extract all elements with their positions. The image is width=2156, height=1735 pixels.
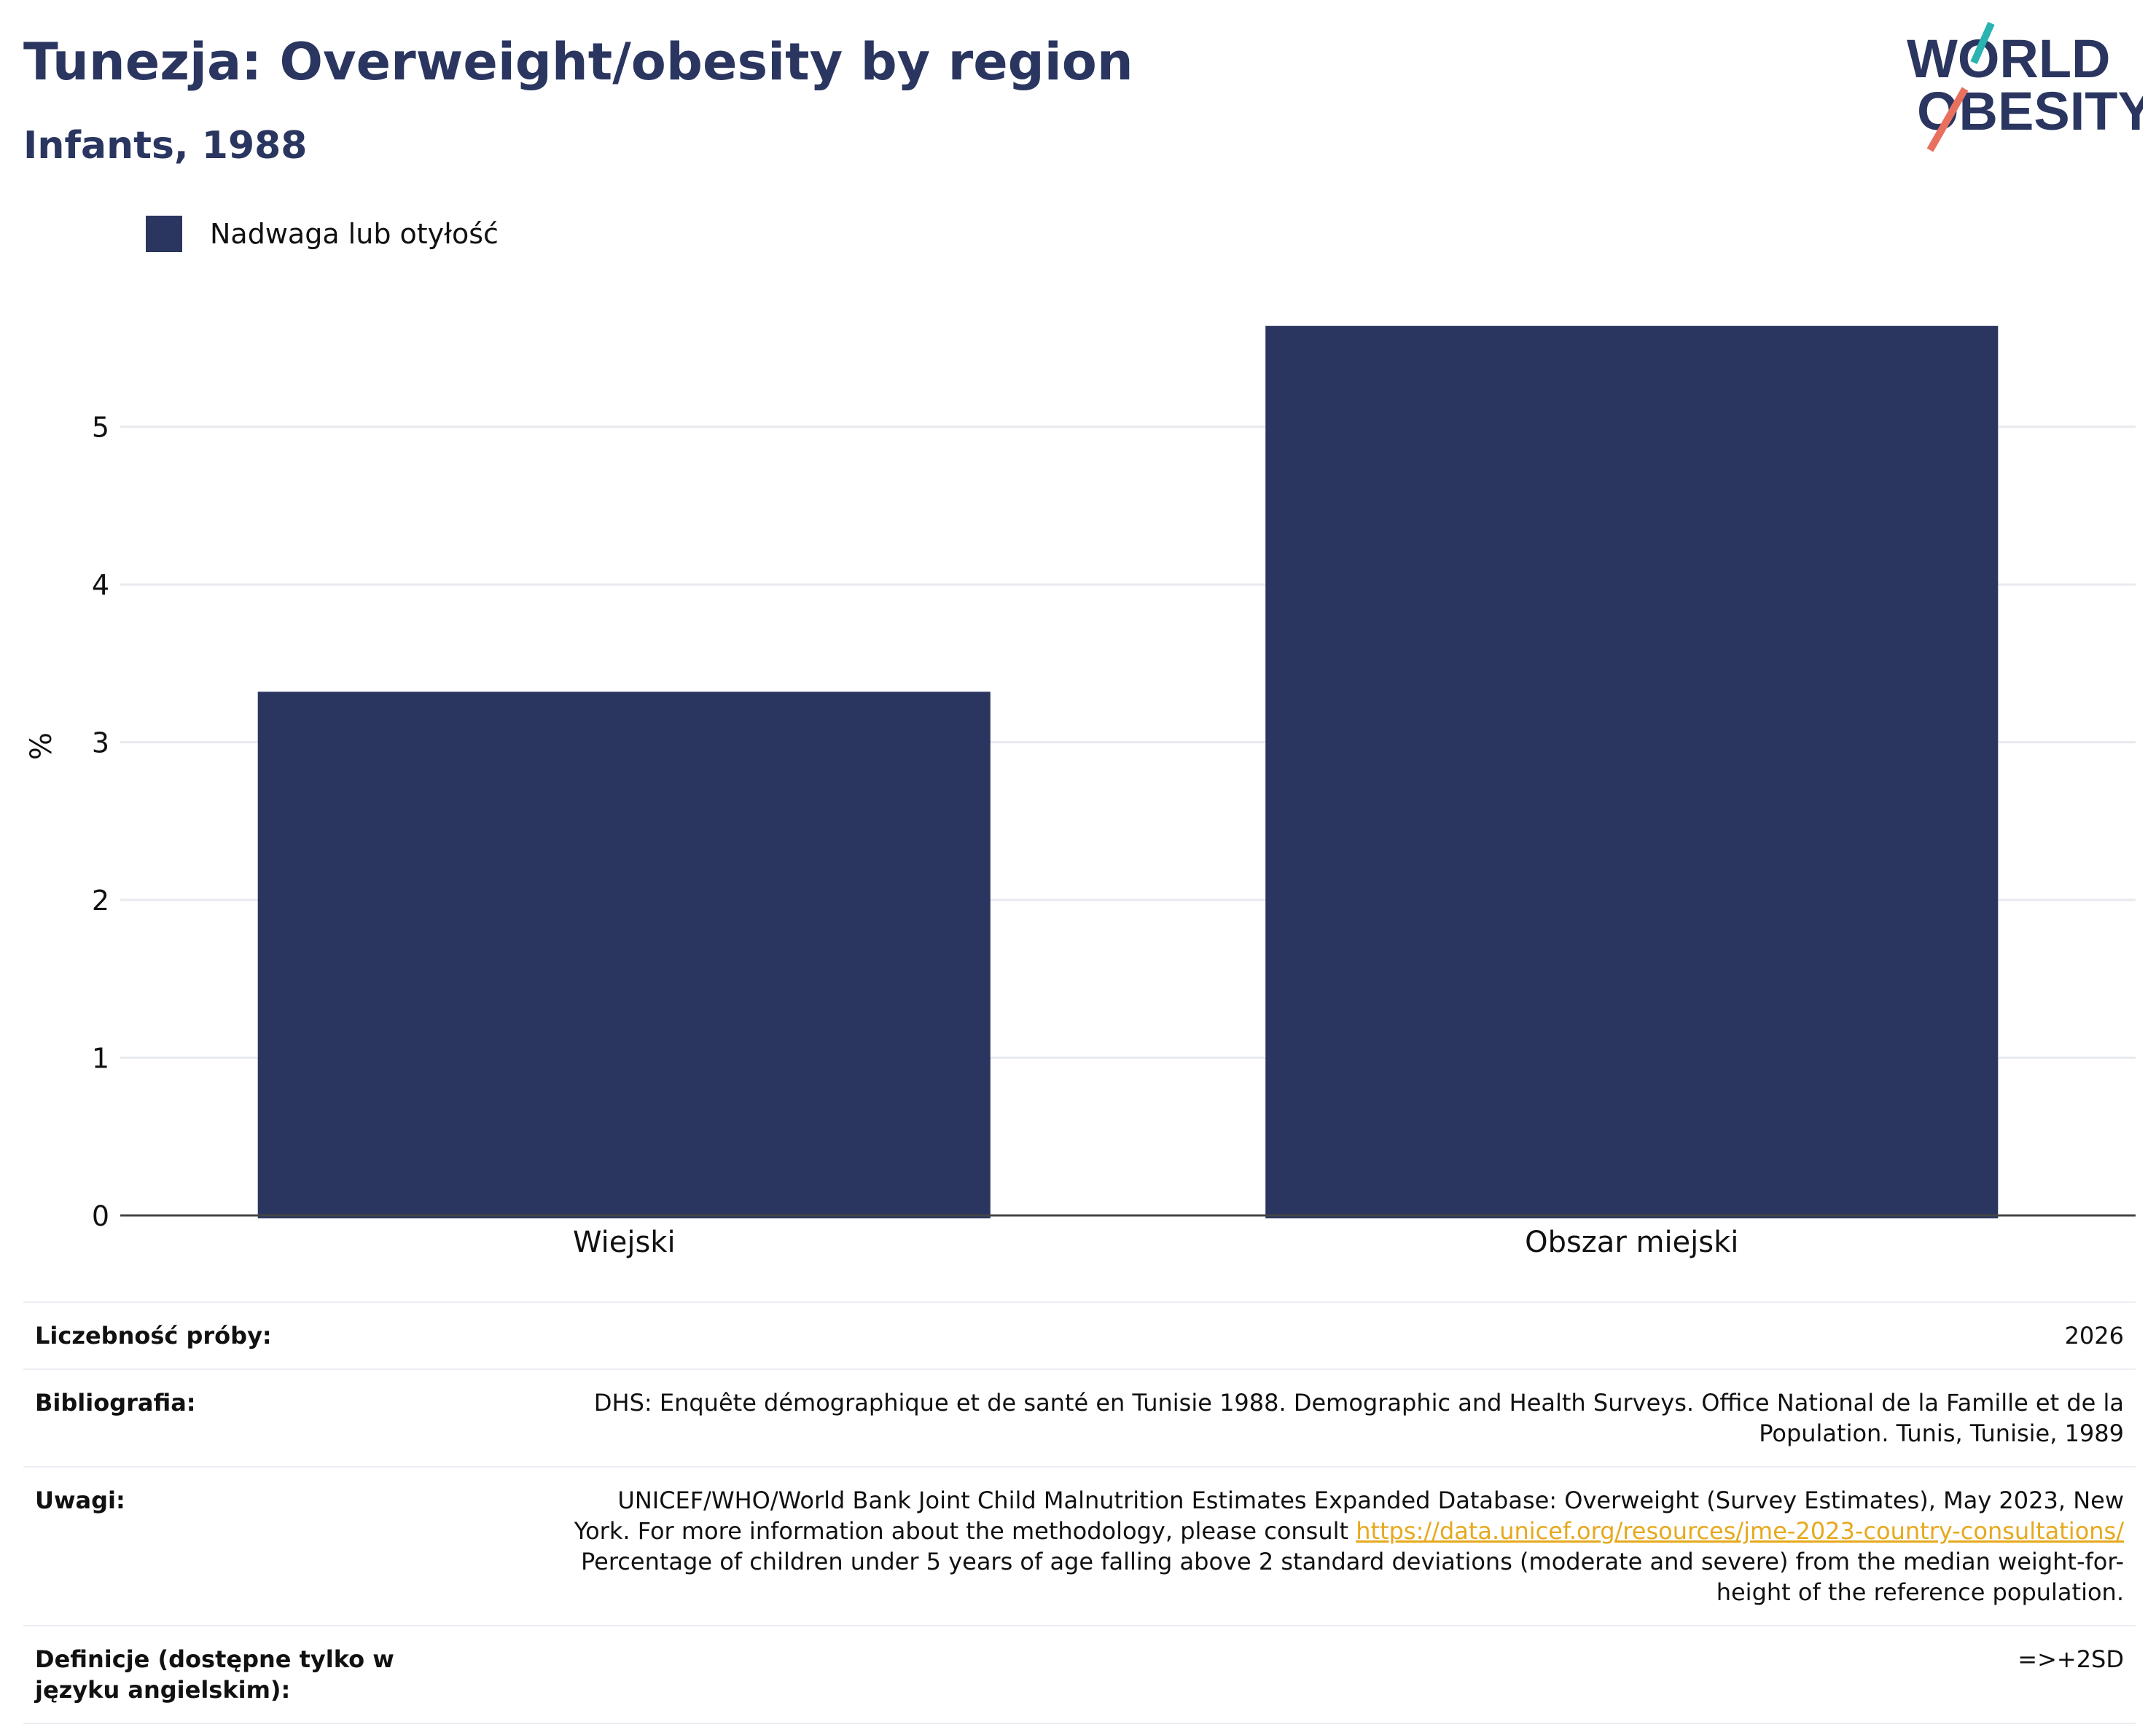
y-tick-label: 1 [92,1043,109,1075]
notes-value: UNICEF/WHO/World Bank Joint Child Malnut… [557,1485,2124,1607]
definitions-value: =>+2SD [2018,1645,2124,1673]
chart-title: Tunezja: Overweight/obesity by region [23,32,1133,92]
y-tick-label: 2 [92,885,109,917]
y-tick-label: 3 [92,727,109,759]
world-obesity-logo: WORLD OBESITY [1907,22,2143,152]
notes-link[interactable]: https://data.unicef.org/resources/jme-20… [1356,1517,2124,1545]
chart-subtitle: Infants, 1988 [23,124,308,168]
logo-teal-slash [1970,22,1995,65]
bibliography-label: Bibliografia: [35,1389,196,1417]
bar[interactable] [257,692,991,1218]
notes-label: Uwagi: [35,1487,125,1514]
legend-label: Nadwaga lub otyłość [210,218,499,250]
logo-line1: WORLD [1907,28,2111,89]
x-tick-label: Wiejski [573,1226,676,1259]
bar-chart: 0 1 2 3 4 5 Wiejski Obszar miejski% [25,326,2136,1259]
legend-swatch [146,216,182,252]
legend: Nadwaga lub otyłość [146,215,499,253]
x-tick-label: Obszar miejski [1525,1226,1738,1259]
bibliography-value: DHS: Enquête démographique et de santé e… [593,1389,2124,1447]
sample-size-label: Liczebność próby: [35,1322,272,1350]
info-row-bibliography: Bibliografia: DHS: Enquête démographique… [23,1370,2136,1468]
bar[interactable] [1265,326,1999,1218]
y-axis-label: % [25,732,58,760]
info-table: Liczebność próby: 2026 Bibliografia: DHS… [23,1301,2136,1724]
notes-text-1: UNICEF/WHO/World Bank Joint Child Malnut… [574,1487,2124,1545]
y-tick-label: 0 [92,1200,109,1232]
y-tick-label: 5 [92,412,109,444]
info-row-definitions: Definicje (dostępne tylko w języku angie… [23,1626,2136,1724]
y-tick-label: 4 [92,569,109,601]
info-row-sample: Liczebność próby: 2026 [23,1303,2136,1370]
sample-size-value: 2026 [2064,1322,2124,1350]
info-row-notes: Uwagi: UNICEF/WHO/World Bank Joint Child… [23,1468,2136,1626]
logo-coral-slash [1926,87,1969,152]
definitions-label: Definicje (dostępne tylko w języku angie… [35,1645,394,1704]
notes-text-2: Percentage of children under 5 years of … [581,1548,2124,1606]
